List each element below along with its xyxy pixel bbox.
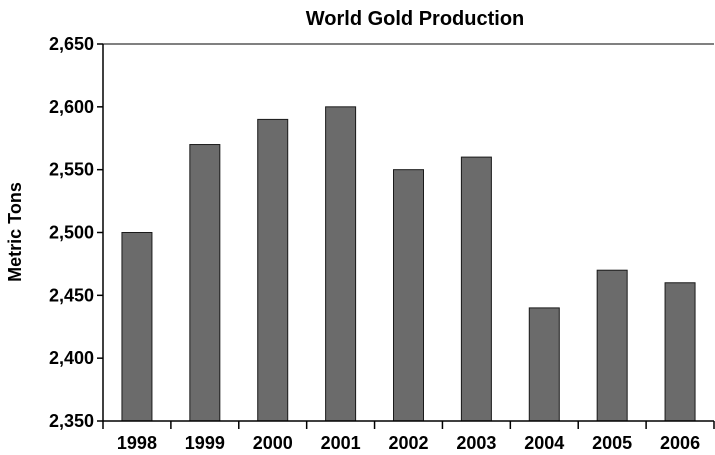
plot-area: 2,350 2,400 2,450 2,500 2,550 2,600 2,650 1998 1… [49,34,715,453]
x-tick-label-2004: 2004 [524,433,564,453]
x-tick-label-2000: 2000 [253,433,293,453]
x-tick-label-2005: 2005 [592,433,632,453]
bar-2006 [664,282,696,422]
y-tick-label-2600: 2,600 [49,97,94,117]
bar-2003 [460,156,492,422]
bar-2000 [257,118,289,422]
x-tick-label-1999: 1999 [185,433,225,453]
y-tick-label-2350: 2,350 [49,411,94,431]
y-tick-label-2550: 2,550 [49,160,94,180]
y-tick-label-2450: 2,450 [49,285,94,305]
x-tick-label-2003: 2003 [456,433,496,453]
x-tick-label-1998: 1998 [117,433,157,453]
bar-2005 [596,269,628,422]
y-tick-label-2400: 2,400 [49,348,94,368]
bar-1999 [189,144,221,422]
bar-2001 [325,106,357,422]
y-tick-label-2500: 2,500 [49,223,94,243]
bar-1998 [121,232,153,422]
y-tick-label-2650: 2,650 [49,34,94,54]
bar-2004 [528,307,560,422]
chart-title: World Gold Production [306,8,525,30]
x-tick-label-2002: 2002 [388,433,428,453]
x-tick-label-2001: 2001 [321,433,361,453]
y-axis-label: Metric Tons [5,182,25,282]
x-tick-label-2006: 2006 [660,433,700,453]
bar-2002 [393,169,424,422]
